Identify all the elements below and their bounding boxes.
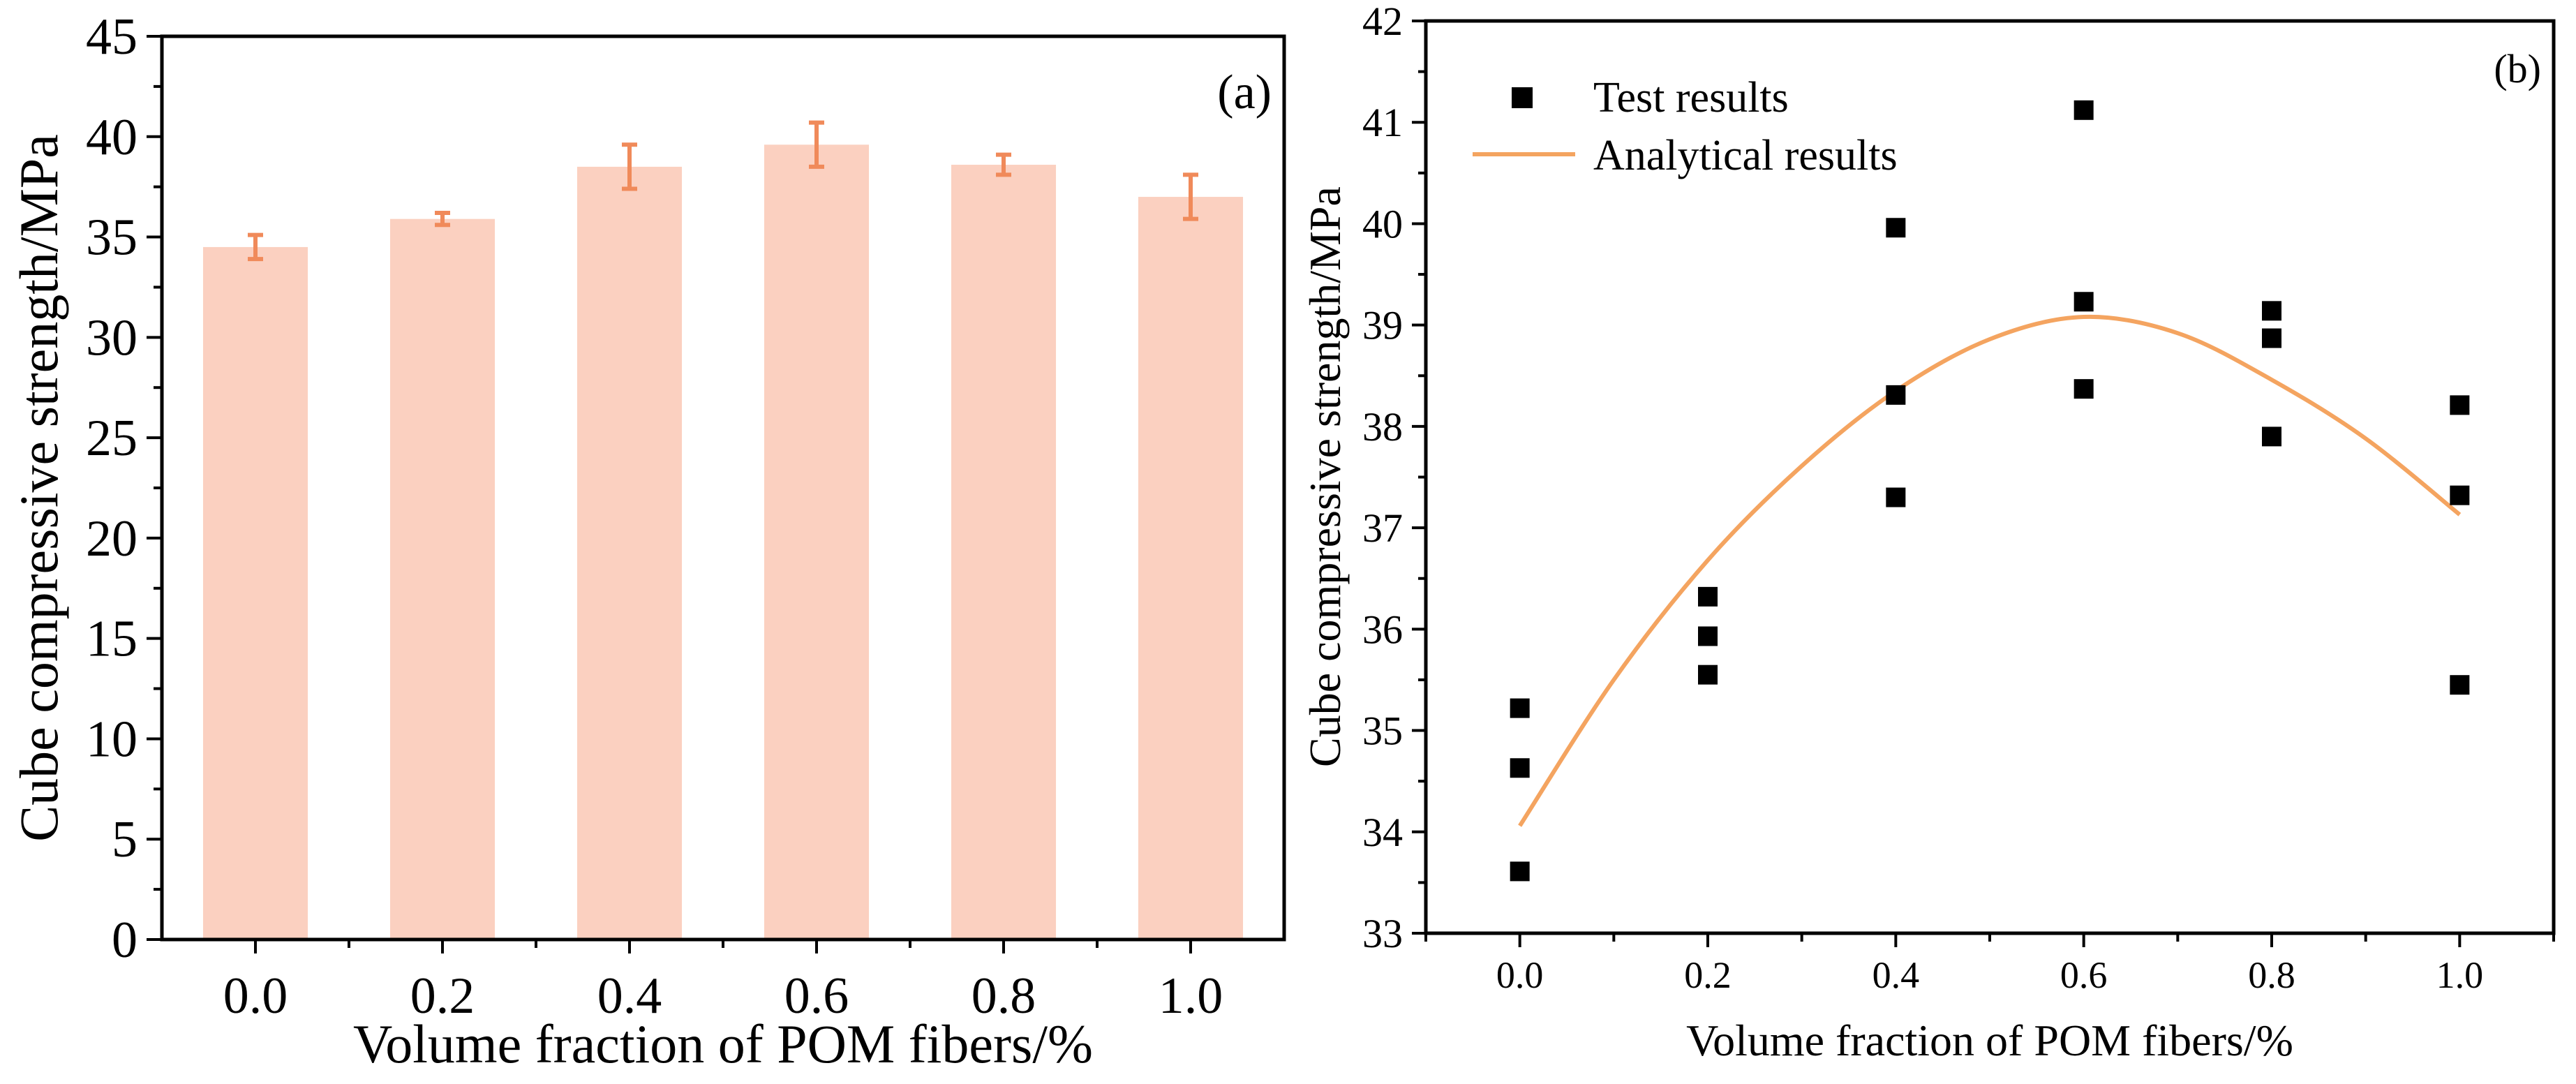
test-result-point [1510, 758, 1530, 778]
y-tick-label: 15 [86, 611, 137, 668]
bar-chart-panel: 0 5 10 15 20 25 30 35 40 45 0.0 0.2 0.4 0.6 0.8 1.0 (a… [8, 8, 1286, 1074]
y-axis-label: Cube compressive strength/MPa [8, 134, 69, 842]
error-bar-0.2 [435, 211, 450, 228]
legend-label-test-results: Test results [1593, 74, 1789, 121]
test-result-point [1698, 626, 1718, 646]
x-tick-label: 0.8 [971, 967, 1036, 1025]
panel-label: (a) [1217, 66, 1272, 119]
bar-0.0 [202, 246, 308, 940]
x-axis-label: Volume fraction of POM fibers/% [353, 1014, 1093, 1074]
y-tick-label: 42 [1362, 0, 1403, 44]
y-tick-label: 40 [86, 109, 137, 166]
test-result-point [1886, 218, 1906, 238]
y-tick-label: 5 [112, 811, 137, 868]
test-result-point [2450, 675, 2470, 695]
x-tick-label: 0.4 [597, 967, 662, 1025]
test-result-point [2074, 379, 2094, 399]
y-tick-label: 35 [1362, 708, 1403, 754]
test-result-point [1698, 664, 1718, 685]
test-result-point [1510, 698, 1530, 718]
y-tick-label: 34 [1362, 810, 1403, 855]
y-tick-label: 25 [86, 410, 137, 467]
y-tick-label: 41 [1362, 100, 1403, 145]
legend: Test results Analytical results [1473, 74, 1898, 179]
test-result-point [2262, 426, 2281, 447]
x-axis-label: Volume fraction of POM fibers/% [1686, 1016, 2293, 1065]
y-tick-label: 45 [86, 8, 137, 66]
error-bar-0.0 [248, 232, 263, 262]
test-results-points [1510, 100, 2470, 882]
bar-0.4 [576, 166, 683, 940]
y-axis-label: Cube compressive strength/MPa [1300, 186, 1350, 767]
test-result-point [2074, 292, 2094, 312]
y-axis-ticks: 33 34 35 36 37 38 39 40 41 42 [1362, 0, 1426, 956]
test-result-point [2262, 301, 2281, 321]
x-tick-label: 0.6 [784, 967, 849, 1025]
test-result-point [2450, 395, 2470, 415]
error-bar-0.4 [622, 142, 637, 191]
panel-label: (b) [2494, 46, 2541, 91]
y-tick-label: 0 [112, 912, 137, 969]
plot-frame [160, 34, 1286, 942]
y-tick-label: 33 [1362, 911, 1403, 956]
x-tick-label: 1.0 [2436, 954, 2484, 996]
test-result-point [1886, 385, 1906, 405]
error-bar-1.0 [1183, 172, 1198, 221]
error-bars-group [248, 120, 1198, 262]
x-tick-label: 0.2 [1684, 954, 1732, 996]
y-tick-label: 37 [1362, 505, 1403, 551]
x-axis-ticks: 0.0 0.2 0.4 0.6 0.8 1.0 [1424, 933, 2555, 996]
test-result-point [1510, 861, 1530, 882]
x-tick-label: 0.6 [2060, 954, 2108, 996]
y-tick-label: 40 [1362, 201, 1403, 246]
bars-group [202, 144, 1244, 940]
y-tick-label: 30 [86, 309, 137, 366]
x-tick-label: 0.8 [2248, 954, 2295, 996]
test-result-point [2074, 100, 2094, 120]
x-tick-label: 0.2 [410, 967, 475, 1025]
legend-label-analytical-results: Analytical results [1593, 132, 1898, 179]
bar-0.8 [951, 165, 1057, 940]
test-result-point [2450, 485, 2470, 505]
x-tick-label: 0.0 [223, 967, 288, 1025]
y-tick-label: 39 [1362, 303, 1403, 348]
legend-marker-test-results [1512, 87, 1533, 108]
x-tick-label: 0.4 [1873, 954, 1920, 996]
x-tick-label: 1.0 [1159, 967, 1223, 1025]
y-tick-label: 20 [86, 510, 137, 567]
test-result-point [1886, 487, 1906, 507]
y-tick-label: 38 [1362, 404, 1403, 450]
y-axis-ticks: 0 5 10 15 20 25 30 35 40 45 [86, 8, 162, 969]
y-tick-label: 35 [86, 209, 137, 267]
y-tick-label: 10 [86, 711, 137, 768]
test-result-point [1698, 586, 1718, 607]
test-result-point [2262, 328, 2281, 348]
analytical-results-line [1518, 314, 2462, 827]
error-bar-0.8 [996, 152, 1011, 177]
x-axis-ticks: 0.0 0.2 0.4 0.6 0.8 1.0 [223, 940, 1223, 1025]
error-bar-0.6 [809, 120, 824, 169]
x-tick-label: 0.0 [1496, 954, 1544, 996]
bar-0.2 [389, 218, 496, 940]
bar-0.6 [764, 144, 870, 940]
bar-1.0 [1138, 197, 1244, 940]
y-tick-label: 36 [1362, 607, 1403, 652]
